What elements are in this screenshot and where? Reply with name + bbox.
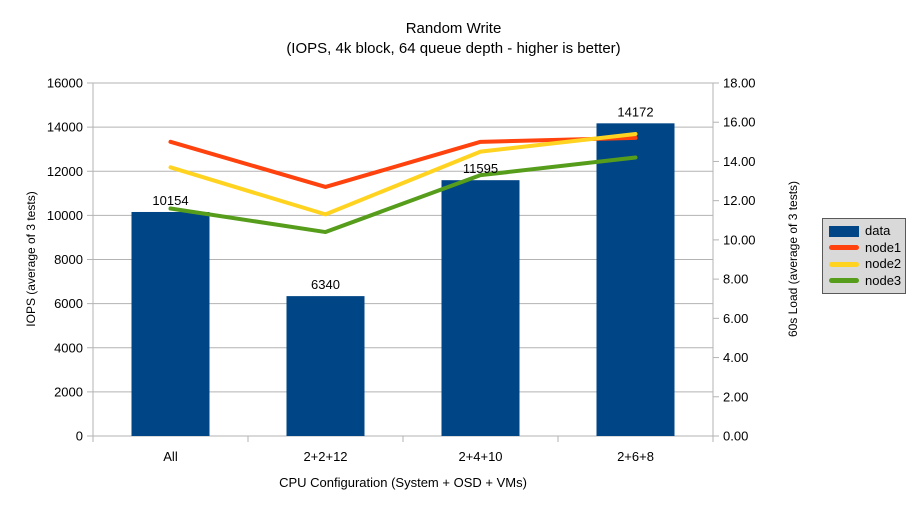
right-axis-tick-label: 2.00: [723, 389, 748, 404]
legend-swatch-node1: [829, 245, 859, 251]
legend-label: node1: [865, 239, 902, 255]
legend-swatch-data: [829, 225, 859, 237]
legend-label: node3: [865, 272, 902, 288]
bar-2+2+12: [286, 296, 365, 436]
x-axis-tick-label: 2+2+12: [303, 449, 347, 464]
chart-subtitle: (IOPS, 4k block, 64 queue depth - higher…: [286, 40, 621, 57]
right-axis-tick-label: 10.00: [723, 232, 756, 247]
legend-swatch-node3: [829, 278, 859, 284]
line-node1: [168, 135, 638, 189]
left-axis-tick-label: 10000: [47, 208, 83, 223]
left-axis-tick-label: 0: [76, 429, 83, 444]
right-axis-tick-label: 18.00: [723, 76, 756, 91]
right-axis-tick-label: 14.00: [723, 154, 756, 169]
bar-value-label: 14172: [617, 104, 653, 119]
right-axis-tick-label: 0.00: [723, 429, 748, 444]
left-axis-tick-label: 14000: [47, 120, 83, 135]
right-axis-tick-label: 16.00: [723, 115, 756, 130]
legend-label: data: [865, 223, 891, 239]
right-axis-tick-label: 12.00: [723, 193, 756, 208]
bar-value-label: 6340: [311, 277, 340, 292]
x-axis-tick-label: 2+6+8: [617, 449, 654, 464]
left-axis-tick-label: 16000: [47, 76, 83, 91]
legend-swatch-node2: [829, 261, 859, 267]
x-axis-title: CPU Configuration (System + OSD + VMs): [279, 475, 527, 490]
chart-title: Random Write: [405, 20, 502, 37]
right-axis-tick-label: 8.00: [723, 272, 748, 287]
bar-All: [131, 211, 210, 436]
line-node3: [168, 155, 638, 235]
legend-item-node2: node2: [829, 256, 902, 272]
right-axis-tick-label: 4.00: [723, 350, 748, 365]
bar-value-label: 11595: [463, 161, 498, 176]
left-axis-tick-label: 6000: [54, 296, 83, 311]
x-axis-tick-label: 2+4+10: [458, 449, 502, 464]
left-axis-tick-label: 8000: [54, 252, 83, 267]
bar-2+6+8: [596, 123, 675, 436]
left-axis-tick-label: 4000: [54, 340, 83, 355]
legend-label: node2: [865, 256, 902, 272]
legend-item-data: data: [829, 224, 899, 238]
bar-value-label: 10154: [152, 193, 188, 208]
legend-item-node1: node1: [829, 239, 902, 255]
line-node2: [168, 131, 638, 217]
right-axis-title: 60s Load (average of 3 tests): [786, 180, 800, 338]
bar-2+4+10: [441, 180, 520, 436]
legend: data node1 node2 node3: [822, 218, 906, 294]
right-axis-tick-label: 6.00: [723, 311, 748, 326]
left-axis-title: IOPS (average of 3 tests): [24, 191, 38, 327]
x-axis-tick-label: All: [163, 449, 178, 464]
legend-item-node3: node3: [829, 272, 902, 288]
left-axis-tick-label: 2000: [54, 384, 83, 399]
left-axis-tick-label: 12000: [47, 164, 83, 179]
